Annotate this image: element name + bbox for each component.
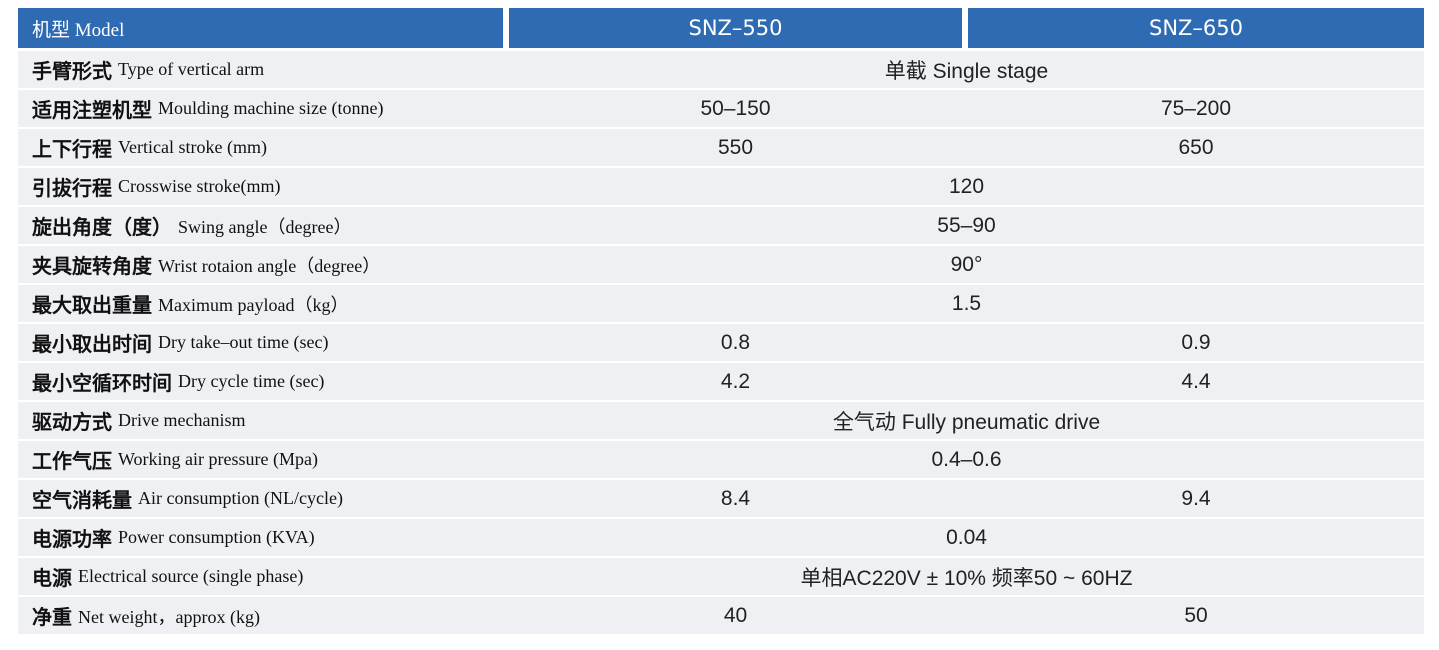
value-cell: 550 [717,135,754,159]
row-label: 净重 Net weight，approx (kg) [18,596,503,635]
header-cell: SNZ–650 [968,8,1424,48]
row-label: 手臂形式 Type of vertical arm [18,50,503,89]
header-cell: 机型 Model [18,8,503,48]
row-background [18,519,1424,556]
label-en: Wrist rotaion angle（degree） [158,255,381,276]
value-cell: 55–90 [937,213,996,237]
row-background [18,51,1424,88]
value-cell: 40 [723,603,748,627]
row-label: 最小空循环时间 Dry cycle time (sec) [18,362,503,401]
row-label: 驱动方式 Drive mechanism [18,401,503,440]
label-zh: 旋出角度（度） [32,215,172,239]
row-background [18,168,1424,205]
label-zh: 电源 [32,566,72,590]
row-background [18,324,1424,361]
row-label: 工作气压 Working air pressure (Mpa) [18,440,503,479]
value-cell: 50–150 [700,96,771,120]
value-cell: 8.4 [720,486,751,510]
value-cell: 9.4 [1181,486,1211,510]
label-en: Electrical source (single phase) [78,566,304,586]
row-background [18,597,1424,634]
row-background [18,285,1424,322]
label-en: Maximum payload（kg） [158,294,349,315]
row-label: 夹具旋转角度 Wrist rotaion angle（degree） [18,245,503,284]
value-cell: 1.5 [951,291,982,315]
label-zh: 上下行程 [32,137,112,161]
value-cell: 4.4 [1181,369,1211,393]
row-background [18,129,1424,166]
label-zh: 电源功率 [32,527,112,551]
label-en: Dry take–out time (sec) [158,332,329,352]
label-en: Dry cycle time (sec) [178,371,325,391]
value-cell: 120 [948,174,985,198]
value-cell: 650 [1178,135,1214,159]
row-background [18,207,1424,244]
row-background [18,480,1424,517]
label-en: Moulding machine size (tonne) [158,98,384,118]
value-cell: 单截 Single stage [884,59,1049,83]
row-label: 引拔行程 Crosswise stroke(mm) [18,167,503,206]
label-en: Power consumption (KVA) [118,527,315,547]
label-en: Net weight，approx (kg) [78,606,260,627]
value-cell: 75–200 [1160,96,1232,120]
label-en: Drive mechanism [118,410,246,430]
label-zh: 最小空循环时间 [32,371,172,395]
label-zh: 最大取出重量 [32,293,152,317]
label-zh: 手臂形式 [32,59,112,83]
label-en: Working air pressure (Mpa) [118,449,318,469]
row-background [18,441,1424,478]
label-en: Swing angle（degree） [178,216,352,237]
header-cell: SNZ–550 [509,8,962,48]
label-en: Crosswise stroke(mm) [118,176,281,196]
row-background [18,363,1424,400]
row-label: 电源 Electrical source (single phase) [18,557,503,596]
label-zh: 最小取出时间 [32,332,152,356]
row-background [18,246,1424,283]
label-zh: 净重 [32,605,72,629]
value-cell: 4.2 [720,369,751,393]
label-en: Air consumption (NL/cycle) [138,488,343,508]
row-label: 旋出角度（度） Swing angle（degree） [18,206,503,245]
value-cell: 全气动 Fully pneumatic drive [832,410,1101,434]
row-label: 空气消耗量 Air consumption (NL/cycle) [18,479,503,518]
row-label: 最大取出重量 Maximum payload（kg） [18,284,503,323]
row-label: 最小取出时间 Dry take–out time (sec) [18,323,503,362]
label-zh: 空气消耗量 [32,488,132,512]
value-cell: 0.04 [946,525,987,549]
label-en: Type of vertical arm [118,59,265,79]
value-cell: 90° [950,252,983,276]
row-background [18,558,1424,595]
row-background [18,90,1424,127]
value-cell: 0.8 [720,330,751,354]
row-label: 上下行程 Vertical stroke (mm) [18,128,503,167]
row-label: 电源功率 Power consumption (KVA) [18,518,503,557]
row-background [18,402,1424,439]
label-zh: 适用注塑机型 [32,98,152,122]
value-cell: 50 [1184,603,1208,627]
label-zh: 工作气压 [32,449,112,473]
label-zh: 驱动方式 [32,410,112,434]
row-label: 适用注塑机型 Moulding machine size (tonne) [18,89,503,128]
value-cell: 0.9 [1181,330,1211,354]
value-cell: 单相AC220V ± 10% 频率50 ~ 60HZ [800,566,1133,590]
label-zh: 引拔行程 [32,176,112,200]
label-en: Vertical stroke (mm) [118,137,267,157]
label-zh: 夹具旋转角度 [32,254,152,278]
value-cell: 0.4–0.6 [931,447,1002,471]
